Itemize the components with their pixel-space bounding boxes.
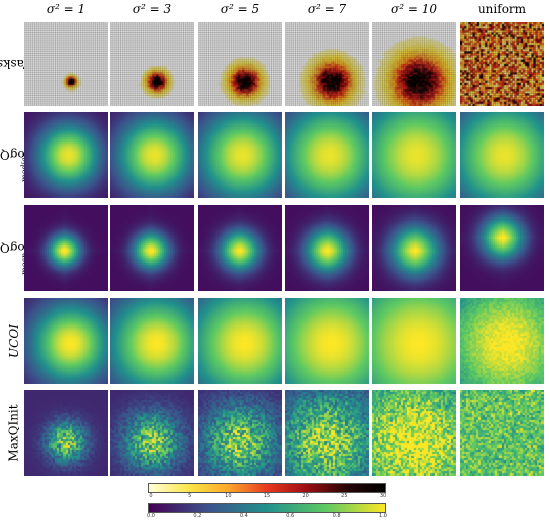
panel-maxqinit-sigma-3	[110, 390, 194, 476]
row-label-maxqinit-text: MaxQInit	[7, 404, 21, 462]
panel-maxqinit-sigma-10	[372, 390, 456, 476]
panel-logqinit-mean-sigma-7	[285, 205, 369, 291]
panel-logqinit-median-sigma-10	[372, 112, 456, 198]
panel-logqinit-mean-sigma-1	[24, 205, 108, 291]
panel-maxqinit-uniform	[460, 390, 544, 476]
colorbar-tasks-tick-label: 10	[225, 493, 232, 499]
column-header-sigma-1: σ² = 1	[46, 2, 86, 16]
row-label-ucoi-text: UCOI	[7, 324, 21, 358]
colorbar-tasks-tick-label: 15	[263, 493, 271, 499]
colorbar-values-tick-label: 0.6	[286, 513, 295, 519]
panel-tasks-uniform	[460, 22, 544, 106]
panel-logqinit-mean-uniform	[460, 205, 544, 291]
colorbar-tasks-tick-label: 20	[302, 493, 309, 499]
panel-logqinit-median-sigma-1	[24, 112, 108, 198]
panel-logqinit-mean-sigma-3	[110, 205, 194, 291]
panel-ucoi-sigma-7	[285, 298, 369, 384]
column-header-sigma-10: σ² = 10	[391, 2, 437, 16]
panel-logqinit-mean-sigma-5	[198, 205, 282, 291]
panel-ucoi-sigma-1	[24, 298, 108, 384]
column-header-sigma-3: σ² = 3	[132, 2, 172, 16]
colorbar-tasks-tick-label: 5	[188, 493, 192, 499]
colorbar-tasks-tick-label: 30	[379, 493, 387, 499]
panel-tasks-sigma-1	[24, 22, 108, 106]
colorbar-tasks-tick-label: 0	[149, 493, 153, 499]
panel-logqinit-median-sigma-7	[285, 112, 369, 198]
column-header-uniform: uniform	[477, 2, 527, 16]
panel-logqinit-mean-sigma-10	[372, 205, 456, 291]
panel-logqinit-median-sigma-3	[110, 112, 194, 198]
panel-maxqinit-sigma-5	[198, 390, 282, 476]
colorbar-values-tick-label: 0.4	[239, 513, 248, 519]
colorbar-values-tick-label: 0.0	[147, 513, 155, 519]
panel-logqinit-median-uniform	[460, 112, 544, 198]
panel-maxqinit-sigma-1	[24, 390, 108, 476]
panel-ucoi-uniform	[460, 298, 544, 384]
row-label-maxqinit: MaxQInit	[4, 390, 24, 476]
row-label-ucoi: UCOI	[4, 298, 24, 384]
panel-maxqinit-sigma-7	[285, 390, 369, 476]
row-label-tasks: Tasks	[0, 22, 31, 106]
panel-tasks-sigma-10	[372, 22, 456, 106]
colorbar-tasks-tick-label: 25	[341, 493, 348, 499]
panel-tasks-sigma-7	[285, 22, 369, 106]
colorbar-values-tick-label: 0.8	[332, 513, 341, 519]
colorbar-values	[148, 503, 386, 513]
column-header-sigma-7: σ² = 7	[307, 2, 347, 16]
panel-logqinit-median-sigma-5	[198, 112, 282, 198]
panel-ucoi-sigma-3	[110, 298, 194, 384]
panel-ucoi-sigma-10	[372, 298, 456, 384]
panel-tasks-sigma-5	[198, 22, 282, 106]
colorbar-values-tick-label: 1.0	[379, 513, 387, 519]
row-label-logqinit-mean: LogQInitmean	[0, 205, 33, 291]
colorbar-tasks	[148, 483, 386, 493]
colorbar-values-tick-label: 0.2	[193, 513, 202, 519]
panel-ucoi-sigma-5	[198, 298, 282, 384]
panel-tasks-sigma-3	[110, 22, 194, 106]
column-header-sigma-5: σ² = 5	[220, 2, 260, 16]
row-label-logqinit-median: LogQInitmedian	[0, 112, 33, 198]
